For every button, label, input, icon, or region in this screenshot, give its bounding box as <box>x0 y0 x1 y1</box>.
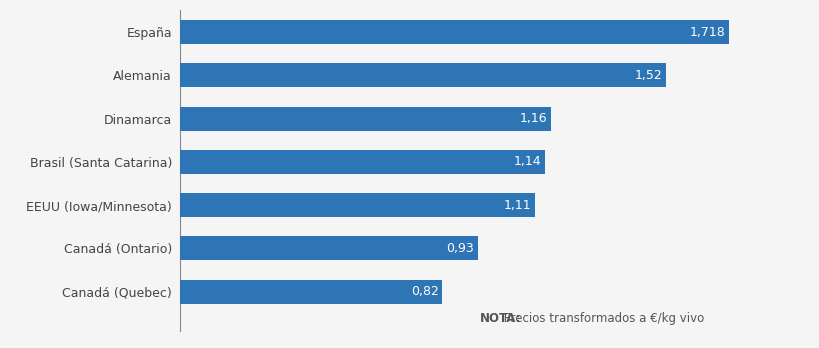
Text: 1,11: 1,11 <box>503 199 531 212</box>
Text: Precios transformados a €/kg vivo: Precios transformados a €/kg vivo <box>500 312 704 325</box>
Text: NOTA:: NOTA: <box>479 312 520 325</box>
Bar <box>180 193 535 217</box>
Bar <box>180 63 665 87</box>
Bar <box>180 107 550 130</box>
Bar <box>180 237 477 260</box>
Bar <box>180 20 729 44</box>
Text: 1,718: 1,718 <box>689 25 725 39</box>
Bar <box>180 150 544 174</box>
Text: 0,82: 0,82 <box>410 285 438 298</box>
Text: 0,93: 0,93 <box>446 242 473 255</box>
Text: 1,52: 1,52 <box>634 69 662 82</box>
Text: 1,14: 1,14 <box>513 155 541 168</box>
Text: 1,16: 1,16 <box>519 112 546 125</box>
Bar <box>180 280 442 303</box>
